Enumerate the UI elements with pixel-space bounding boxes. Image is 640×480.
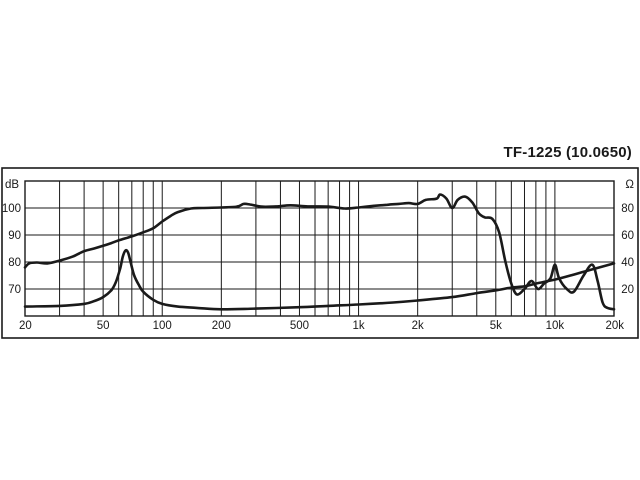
x-tick-label: 20k xyxy=(605,320,624,332)
y-right-tick-label: 40 xyxy=(621,257,634,269)
series-layer xyxy=(23,193,616,311)
x-tick-label: 100 xyxy=(153,320,172,332)
plot-frame xyxy=(1,167,639,339)
x-tick-label: 20 xyxy=(19,320,32,332)
spl-curve xyxy=(23,193,616,311)
x-tick-label: 2k xyxy=(412,320,424,332)
y-right-unit-label: Ω xyxy=(625,179,634,191)
y-left-tick-label: 70 xyxy=(8,284,21,296)
x-tick-label: 200 xyxy=(212,320,231,332)
x-tick-label: 10k xyxy=(546,320,565,332)
grid-layer xyxy=(24,181,615,316)
y-right-tick-label: 80 xyxy=(621,203,634,215)
chart-title: TF-1225 (10.0650) xyxy=(503,144,632,161)
x-tick-label: 5k xyxy=(490,320,502,332)
y-left-tick-label: 80 xyxy=(8,257,21,269)
y-left-tick-label: 90 xyxy=(8,230,21,242)
y-right-tick-label: 20 xyxy=(621,284,634,296)
tick-label-layer: 20 50 100 200 500 1k 2k 5k 10k 20k 70 80 90 100 20 40 60… xyxy=(2,179,635,332)
impedance-curve xyxy=(23,248,616,311)
x-tick-label: 50 xyxy=(97,320,110,332)
plot-area-border xyxy=(24,180,615,317)
outer-frame xyxy=(1,167,639,339)
x-tick-label: 1k xyxy=(352,320,364,332)
y-left-unit-label: dB xyxy=(5,179,19,191)
y-right-tick-label: 60 xyxy=(621,230,634,242)
y-left-tick-label: 100 xyxy=(2,203,21,215)
x-tick-label: 500 xyxy=(290,320,309,332)
